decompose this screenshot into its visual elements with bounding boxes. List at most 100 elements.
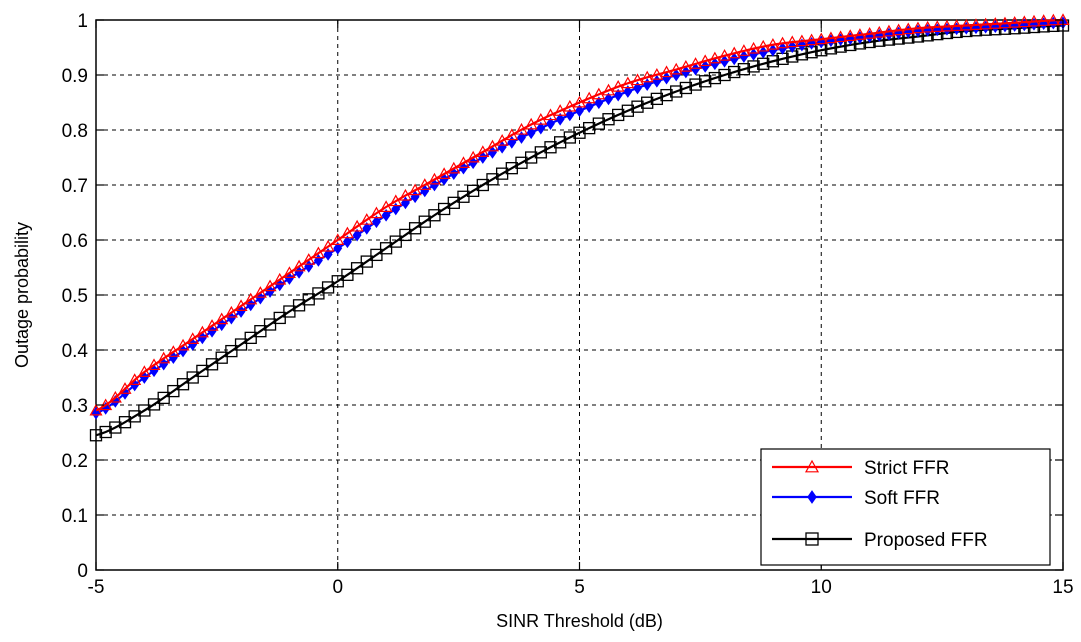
data-point <box>292 259 306 272</box>
data-point <box>370 248 383 262</box>
data-point <box>207 324 217 338</box>
data-point <box>940 19 954 32</box>
data-point <box>283 305 296 318</box>
data-point <box>137 365 151 377</box>
data-point <box>427 172 441 185</box>
data-point <box>428 209 441 222</box>
data-point <box>400 196 410 210</box>
grid-layer <box>96 20 1063 570</box>
data-point <box>834 30 848 43</box>
data-point <box>168 351 178 364</box>
data-point <box>747 60 760 73</box>
data-point <box>727 46 741 59</box>
data-point <box>621 76 635 89</box>
data-point <box>575 104 584 118</box>
data-point <box>524 117 538 130</box>
data-point <box>959 18 973 31</box>
data-point <box>323 248 333 261</box>
data-point <box>234 299 248 311</box>
series-line <box>95 21 1064 415</box>
data-point <box>611 79 625 92</box>
data-point <box>418 178 432 190</box>
data-point <box>517 131 526 144</box>
data-point <box>476 145 490 157</box>
data-point <box>408 222 422 235</box>
data-point <box>437 167 451 179</box>
data-point <box>604 92 613 106</box>
data-point <box>147 358 161 371</box>
data-point <box>737 63 751 76</box>
data-point <box>381 208 391 222</box>
data-point <box>662 71 671 85</box>
data-point <box>642 78 652 91</box>
y-tick-label: 0.7 <box>62 176 88 197</box>
data-point <box>389 194 403 207</box>
data-point <box>572 95 587 108</box>
data-point <box>768 43 778 57</box>
data-point <box>631 100 644 113</box>
data-point <box>592 87 606 100</box>
data-point <box>89 429 103 442</box>
data-point <box>911 21 925 34</box>
data-point <box>178 344 188 358</box>
data-point <box>534 112 548 125</box>
data-point <box>843 29 857 41</box>
legend-label: Soft FFR <box>864 488 940 509</box>
data-point <box>418 215 431 228</box>
data-point <box>633 81 642 95</box>
data-point <box>555 112 565 126</box>
data-point <box>197 331 207 345</box>
data-point <box>563 131 576 144</box>
data-point <box>342 235 352 249</box>
data-point <box>660 65 674 78</box>
data-point <box>785 35 799 48</box>
data-point <box>456 156 470 168</box>
data-point <box>224 305 238 318</box>
data-point <box>536 121 546 135</box>
legend-item-strict-ffr: Strict FFR <box>772 458 950 479</box>
data-point <box>689 57 703 69</box>
data-point <box>737 44 751 56</box>
legend-item-proposed-ffr: Proposed FFR <box>772 530 988 551</box>
data-point <box>514 122 528 135</box>
data-point <box>186 371 199 384</box>
legend-marker <box>805 532 819 546</box>
data-point <box>921 20 935 33</box>
data-point <box>244 292 258 305</box>
legend-label: Strict FFR <box>864 458 950 479</box>
data-point <box>872 25 886 38</box>
data-point <box>720 54 730 68</box>
y-tick-label: 0 <box>77 561 88 582</box>
data-point <box>495 134 509 146</box>
data-point <box>766 38 780 50</box>
data-point <box>679 81 693 95</box>
data-point <box>969 18 983 30</box>
data-point <box>1037 14 1051 26</box>
data-point <box>641 96 654 109</box>
data-point <box>439 172 449 186</box>
data-point <box>631 73 645 86</box>
data-point <box>729 52 739 66</box>
x-tick-label: 10 <box>811 577 832 598</box>
data-point <box>708 71 722 85</box>
data-point <box>244 331 257 345</box>
data-point <box>758 45 768 59</box>
data-point <box>399 228 412 242</box>
data-point <box>573 126 586 139</box>
data-point <box>369 206 383 219</box>
data-point <box>215 351 228 364</box>
data-point <box>708 51 722 64</box>
data-point <box>147 398 161 411</box>
y-tick-label: 0.3 <box>62 396 88 417</box>
data-point <box>640 70 654 83</box>
data-point <box>128 373 142 385</box>
data-point <box>371 215 381 229</box>
data-point <box>718 68 731 82</box>
data-point <box>275 278 285 292</box>
data-point <box>671 68 681 82</box>
data-point <box>273 272 287 285</box>
data-point <box>601 83 616 96</box>
data-point <box>882 24 896 37</box>
